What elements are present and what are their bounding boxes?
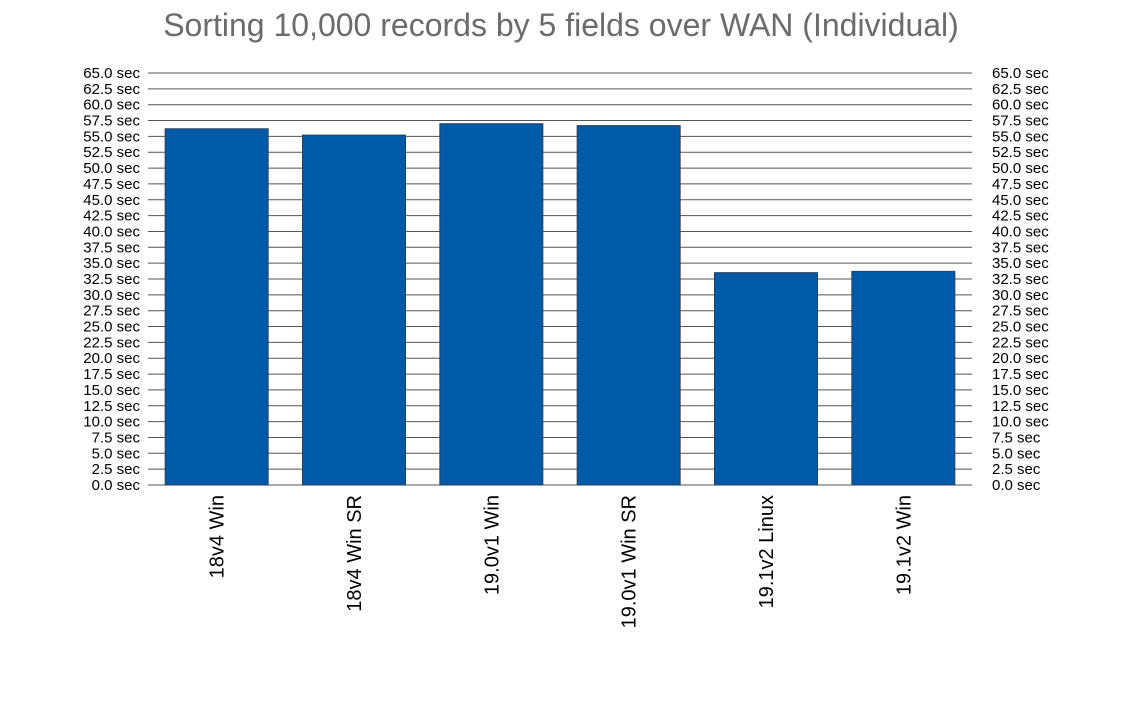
y-tick-label-left: 0.0 sec <box>92 477 141 494</box>
x-tick-label: 18v4 Win SR <box>344 495 366 612</box>
bar <box>302 134 406 486</box>
y-tick-label-left: 62.5 sec <box>83 81 140 98</box>
x-tick-label: 19.0v1 Win <box>481 495 503 595</box>
x-tick-label: 19.1v2 Win <box>893 495 915 595</box>
gridlines <box>148 72 972 486</box>
bar <box>439 123 544 486</box>
y-tick-label-right: 32.5 sec <box>992 271 1049 288</box>
y-tick-label-left: 12.5 sec <box>83 398 140 415</box>
y-tick-label-left: 2.5 sec <box>92 461 141 478</box>
y-tick-label-left: 60.0 sec <box>83 97 140 114</box>
x-tick-label: 18v4 Win <box>207 495 229 578</box>
y-tick-label-left: 42.5 sec <box>83 208 140 225</box>
y-tick-label-left: 5.0 sec <box>92 445 141 462</box>
bar <box>714 272 818 486</box>
y-tick-label-left: 55.0 sec <box>83 128 140 145</box>
y-tick-label-right: 47.5 sec <box>992 176 1049 193</box>
y-tick-label-right: 10.0 sec <box>992 414 1049 431</box>
y-tick-label-left: 65.0 sec <box>83 65 140 82</box>
x-axis: 18v4 Win 18v4 Win SR 19.0v1 Win 19.0v1 Win … <box>207 495 916 628</box>
y-tick-label-right: 7.5 sec <box>992 429 1041 446</box>
y-tick-label-right: 17.5 sec <box>992 366 1049 383</box>
y-tick-label-left: 10.0 sec <box>83 414 140 431</box>
y-tick-label-right: 60.0 sec <box>992 97 1049 114</box>
y-tick-label-right: 50.0 sec <box>992 160 1049 177</box>
y-tick-label-left: 20.0 sec <box>83 350 140 367</box>
y-tick-label-left: 27.5 sec <box>83 303 140 320</box>
y-tick-label-left: 52.5 sec <box>83 144 140 161</box>
x-tick-label: 19.1v2 Linux <box>756 495 778 608</box>
y-tick-label-right: 52.5 sec <box>992 144 1049 161</box>
y-tick-label-left: 25.0 sec <box>83 319 140 336</box>
y-tick-label-right: 57.5 sec <box>992 113 1049 130</box>
bar <box>851 270 956 486</box>
y-tick-label-right: 30.0 sec <box>992 287 1049 304</box>
y-tick-label-left: 32.5 sec <box>83 271 140 288</box>
y-tick-label-left: 22.5 sec <box>83 334 140 351</box>
y-tick-label-left: 35.0 sec <box>83 255 140 272</box>
y-tick-label-right: 45.0 sec <box>992 192 1049 209</box>
y-tick-label-left: 17.5 sec <box>83 366 140 383</box>
y-tick-label-right: 62.5 sec <box>992 81 1049 98</box>
y-tick-label-right: 22.5 sec <box>992 334 1049 351</box>
y-tick-label-right: 12.5 sec <box>992 398 1049 415</box>
y-tick-label-right: 27.5 sec <box>992 303 1049 320</box>
chart-title: Sorting 10,000 records by 5 fields over … <box>163 7 959 43</box>
x-tick-label: 19.0v1 Win SR <box>619 495 641 628</box>
y-tick-label-left: 7.5 sec <box>92 429 141 446</box>
y-tick-label-right: 40.0 sec <box>992 223 1049 240</box>
y-tick-label-right: 35.0 sec <box>992 255 1049 272</box>
y-tick-label-right: 55.0 sec <box>992 128 1049 145</box>
y-tick-label-left: 37.5 sec <box>83 239 140 256</box>
y-tick-label-left: 45.0 sec <box>83 192 140 209</box>
y-tick-label-right: 5.0 sec <box>992 445 1041 462</box>
bar <box>576 125 681 486</box>
y-tick-label-right: 2.5 sec <box>992 461 1041 478</box>
y-tick-label-right: 25.0 sec <box>992 319 1049 336</box>
y-tick-label-right: 15.0 sec <box>992 382 1049 399</box>
y-tick-label-left: 40.0 sec <box>83 223 140 240</box>
y-tick-label-right: 37.5 sec <box>992 239 1049 256</box>
bars <box>164 123 956 486</box>
y-tick-label-left: 47.5 sec <box>83 176 140 193</box>
y-tick-label-right: 0.0 sec <box>992 477 1041 494</box>
y-tick-label-left: 15.0 sec <box>83 382 140 399</box>
bar <box>164 128 269 486</box>
y-tick-label-left: 57.5 sec <box>83 113 140 130</box>
y-tick-label-right: 42.5 sec <box>992 208 1049 225</box>
y-tick-label-left: 50.0 sec <box>83 160 140 177</box>
y-tick-label-right: 20.0 sec <box>992 350 1049 367</box>
y-tick-label-right: 65.0 sec <box>992 65 1049 82</box>
y-tick-label-left: 30.0 sec <box>83 287 140 304</box>
